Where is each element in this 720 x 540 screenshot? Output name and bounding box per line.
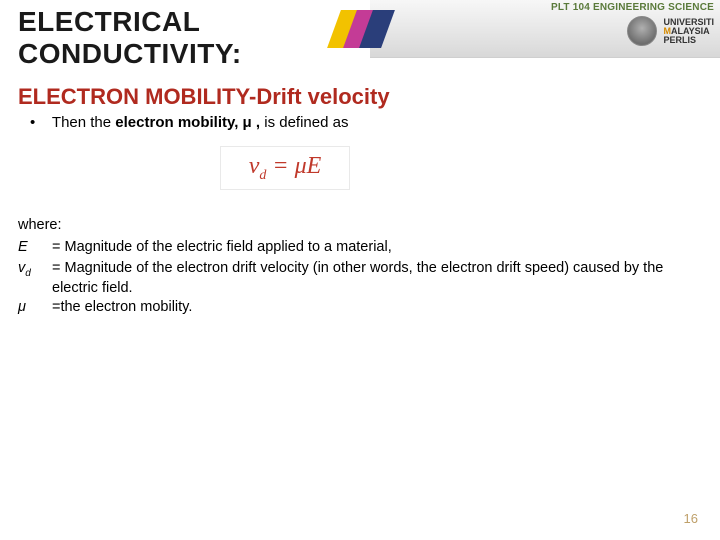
university-block: UNIVERSITI MALAYSIA PERLIS xyxy=(627,16,714,46)
course-code: PLT 104 ENGINEERING SCIENCE xyxy=(551,2,714,13)
def-row: vd = Magnitude of the electron drift vel… xyxy=(18,259,702,298)
where-block: where: E = Magnitude of the electric fie… xyxy=(18,216,702,319)
chevron-decor xyxy=(334,10,382,48)
def-text: =the electron mobility. xyxy=(52,298,702,319)
uni-line3: PERLIS xyxy=(663,36,714,45)
def-symbol: E xyxy=(18,238,52,259)
slide-subtitle: ELECTRON MOBILITY-Drift velocity xyxy=(18,84,390,110)
slide-title: ELECTRICAL CONDUCTIVITY: xyxy=(18,6,242,70)
def-symbol: μ xyxy=(18,298,52,319)
bullet-row: • Then the electron mobility, μ , is def… xyxy=(30,114,348,131)
university-text: UNIVERSITI MALAYSIA PERLIS xyxy=(663,18,714,45)
def-row: μ =the electron mobility. xyxy=(18,298,702,319)
bullet-marker: • xyxy=(30,114,48,131)
def-symbol: vd xyxy=(18,259,52,298)
page-number: 16 xyxy=(684,511,698,526)
where-label: where: xyxy=(18,216,702,236)
equation: vd = μE xyxy=(249,153,322,184)
title-line2: CONDUCTIVITY: xyxy=(18,38,242,69)
header-banner: PLT 104 ENGINEERING SCIENCE UNIVERSITI M… xyxy=(370,0,720,58)
university-emblem-icon xyxy=(627,16,657,46)
equation-box: vd = μE xyxy=(220,146,350,190)
bullet-text: Then the electron mobility, μ , is defin… xyxy=(52,114,349,131)
def-text: = Magnitude of the electron drift veloci… xyxy=(52,259,702,298)
def-row: E = Magnitude of the electric field appl… xyxy=(18,238,702,259)
title-line1: ELECTRICAL xyxy=(18,6,200,37)
def-text: = Magnitude of the electric field applie… xyxy=(52,238,702,259)
slide: { "header": { "course_code": "PLT 104 EN… xyxy=(0,0,720,540)
